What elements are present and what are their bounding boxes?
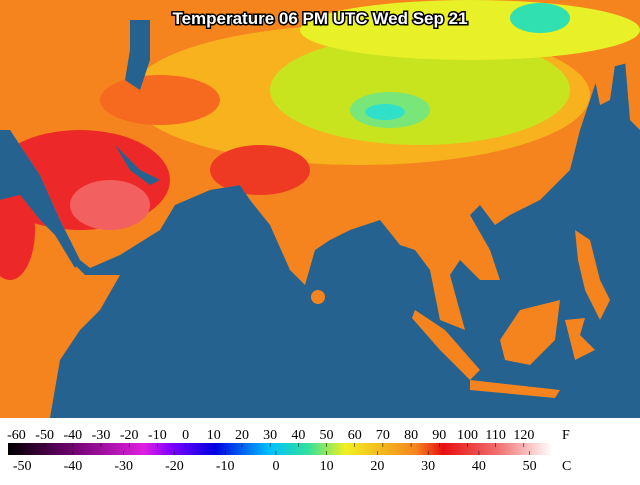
fahrenheit-tick-label: 10 xyxy=(207,428,221,443)
fahrenheit-tick-label: 80 xyxy=(404,428,418,443)
celsius-tick-label: 50 xyxy=(523,459,537,474)
celsius-tick-label: -30 xyxy=(114,459,133,474)
fahrenheit-tick-label: 50 xyxy=(320,428,334,443)
fahrenheit-tick-label: -40 xyxy=(63,428,82,443)
fahrenheit-tick-label: -10 xyxy=(148,428,167,443)
fahrenheit-tick-label: -20 xyxy=(120,428,139,443)
fahrenheit-tick-label: 90 xyxy=(432,428,446,443)
celsius-tick-label: 30 xyxy=(421,459,435,474)
celsius-tick-label: -50 xyxy=(13,459,32,474)
fahrenheit-tick-label: 110 xyxy=(485,428,505,443)
fahrenheit-tick-label: 100 xyxy=(457,428,478,443)
fahrenheit-tick-label: -60 xyxy=(7,428,26,443)
fahrenheit-unit: F xyxy=(562,428,570,443)
fahrenheit-tick-label: 20 xyxy=(235,428,249,443)
celsius-unit: C xyxy=(562,459,571,474)
color-scale xyxy=(8,443,552,455)
map-title: Temperature 06 PM UTC Wed Sep 21 xyxy=(172,9,467,28)
celsius-tick-label: 10 xyxy=(320,459,334,474)
fahrenheit-tick-label: -30 xyxy=(92,428,111,443)
fahrenheit-tick-label: 60 xyxy=(348,428,362,443)
fahrenheit-tick-label: 120 xyxy=(513,428,534,443)
celsius-tick-label: 0 xyxy=(272,459,279,474)
celsius-tick-label: -10 xyxy=(216,459,235,474)
fahrenheit-tick-label: 30 xyxy=(263,428,277,443)
celsius-tick-label: -40 xyxy=(64,459,83,474)
celsius-tick-label: 40 xyxy=(472,459,486,474)
fahrenheit-tick-label: 0 xyxy=(182,428,189,443)
fahrenheit-tick-label: 40 xyxy=(291,428,305,443)
caspian-sea xyxy=(125,20,150,90)
fahrenheit-tick-label: -50 xyxy=(35,428,54,443)
celsius-tick-label: -20 xyxy=(165,459,184,474)
red-sea xyxy=(5,140,80,268)
persian-gulf xyxy=(115,145,160,185)
celsius-tick-label: 20 xyxy=(370,459,384,474)
fahrenheit-tick-label: 70 xyxy=(376,428,390,443)
